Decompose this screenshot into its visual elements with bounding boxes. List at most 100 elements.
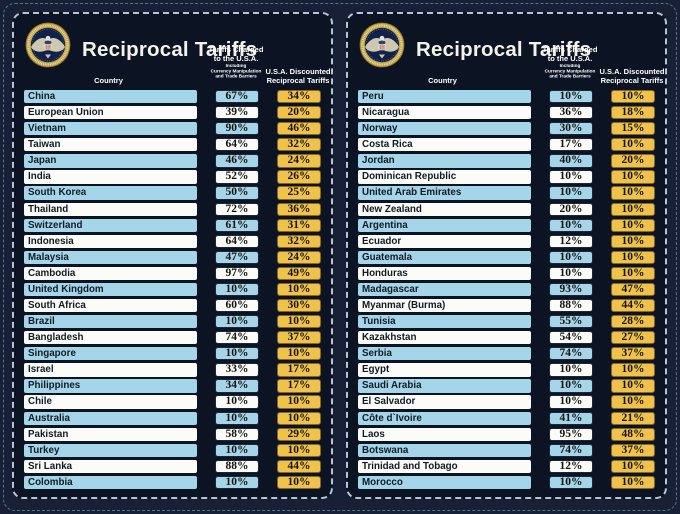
table-row: Indonesia 64% 32%: [24, 234, 325, 248]
discounted-tariff-cell: 26%: [277, 170, 321, 184]
country-cell: Myanmar (Burma): [358, 299, 531, 313]
charged-tariff-cell: 61%: [215, 218, 259, 232]
country-cell: United Arab Emirates: [358, 186, 531, 200]
discounted-tariff-cell: 20%: [277, 106, 321, 120]
charged-column-header: Tariffs Charged to the U.S.A. Including …: [186, 45, 286, 84]
country-cell: Dominican Republic: [358, 170, 531, 184]
charged-sub-line3: and Trade Barriers: [215, 74, 257, 80]
table-row: South Africa 60% 30%: [24, 299, 325, 313]
country-cell: Madagascar: [358, 282, 531, 297]
discounted-tariff-cell: 27%: [611, 331, 655, 345]
discounted-tariff-cell: 18%: [611, 106, 655, 120]
charged-tariff-cell: 10%: [215, 443, 259, 457]
table-row: Saudi Arabia 10% 10%: [358, 379, 659, 393]
discounted-tariff-cell: 30%: [277, 299, 321, 313]
charged-column-header: Tariffs Charged to the U.S.A. Including …: [520, 45, 620, 84]
charged-tariff-cell: 72%: [215, 202, 259, 216]
tariff-panel-left: Reciprocal Tariffs Country Tariffs Charg…: [12, 12, 333, 499]
charged-tariff-cell: 10%: [549, 266, 593, 281]
country-cell: Brazil: [24, 315, 197, 329]
charged-tariff-cell: 10%: [549, 218, 593, 232]
charged-header-subtext: Including Currency Manipulation and Trad…: [197, 64, 275, 80]
country-cell: China: [24, 90, 197, 104]
table-row: Malaysia 47% 24%: [24, 250, 325, 264]
panel-title: Reciprocal Tariffs: [416, 38, 592, 61]
country-cell: Ecuador: [358, 234, 531, 248]
charged-tariff-cell: 10%: [215, 395, 259, 409]
country-column-header: Country: [94, 76, 123, 85]
charged-tariff-cell: 20%: [549, 202, 593, 216]
table-row: Laos 95% 48%: [358, 427, 659, 441]
country-cell: Bangladesh: [24, 331, 197, 345]
discounted-tariff-cell: 49%: [277, 266, 321, 281]
table-row: Cambodia 97% 49%: [24, 266, 325, 281]
table-row: Guatemala 10% 10%: [358, 250, 659, 264]
country-cell: Malaysia: [24, 250, 197, 264]
country-cell: Indonesia: [24, 234, 197, 248]
table-row: Ecuador 12% 10%: [358, 234, 659, 248]
country-cell: Vietnam: [24, 122, 197, 136]
discounted-tariff-cell: 15%: [611, 122, 655, 136]
charged-tariff-cell: 74%: [215, 331, 259, 345]
charged-tariff-cell: 95%: [549, 427, 593, 441]
country-cell: Argentina: [358, 218, 531, 232]
charged-tariff-cell: 10%: [549, 395, 593, 409]
table-row: United Arab Emirates 10% 10%: [358, 186, 659, 200]
table-row: Honduras 10% 10%: [358, 266, 659, 281]
discounted-tariff-cell: 47%: [611, 282, 655, 297]
table-row: Norway 30% 15%: [358, 122, 659, 136]
discounted-header-line2: Reciprocal Tariffs: [600, 75, 664, 85]
country-cell: Jordan: [358, 154, 531, 168]
country-cell: New Zealand: [358, 202, 531, 216]
country-cell: Norway: [358, 122, 531, 136]
country-cell: Cambodia: [24, 266, 197, 281]
discounted-tariff-cell: 10%: [611, 186, 655, 200]
charged-tariff-cell: 67%: [215, 90, 259, 104]
country-cell: Pakistan: [24, 427, 197, 441]
presidential-seal-icon: [359, 22, 405, 68]
charged-tariff-cell: 10%: [215, 282, 259, 297]
charged-tariff-cell: 64%: [215, 138, 259, 152]
charged-tariff-cell: 36%: [549, 106, 593, 120]
charged-tariff-cell: 97%: [215, 266, 259, 281]
discounted-tariff-cell: 17%: [277, 363, 321, 377]
charged-tariff-cell: 41%: [549, 411, 593, 425]
table-row: Japan 46% 24%: [24, 154, 325, 168]
discounted-tariff-cell: 46%: [277, 122, 321, 136]
country-cell: European Union: [24, 106, 197, 120]
discounted-tariff-cell: 44%: [611, 299, 655, 313]
charged-tariff-cell: 74%: [549, 347, 593, 361]
table-row: Switzerland 61% 31%: [24, 218, 325, 232]
table-row: Israel 33% 17%: [24, 363, 325, 377]
table-row: Morocco 10% 10%: [358, 475, 659, 490]
discounted-tariff-cell: 24%: [277, 250, 321, 264]
charged-header-line2: to the U.S.A.: [213, 53, 259, 63]
discounted-tariff-cell: 32%: [277, 234, 321, 248]
table-row: Sri Lanka 88% 44%: [24, 459, 325, 473]
tariff-panel-right: Reciprocal Tariffs Country Tariffs Charg…: [346, 12, 667, 499]
charged-tariff-cell: 64%: [215, 234, 259, 248]
country-column-header: Country: [428, 76, 457, 85]
country-cell: Israel: [24, 363, 197, 377]
charged-tariff-cell: 10%: [215, 475, 259, 490]
charged-tariff-cell: 10%: [549, 475, 593, 490]
discounted-tariff-cell: 10%: [611, 266, 655, 281]
discounted-tariff-cell: 32%: [277, 138, 321, 152]
country-cell: Egypt: [358, 363, 531, 377]
country-cell: Guatemala: [358, 250, 531, 264]
discounted-tariff-cell: 44%: [277, 459, 321, 473]
country-cell: Serbia: [358, 347, 531, 361]
charged-tariff-cell: 10%: [215, 315, 259, 329]
discounted-tariff-cell: 10%: [611, 459, 655, 473]
table-row: Costa Rica 17% 10%: [358, 138, 659, 152]
table-row: South Korea 50% 25%: [24, 186, 325, 200]
discounted-tariff-cell: 10%: [277, 411, 321, 425]
discounted-tariff-cell: 48%: [611, 427, 655, 441]
charged-tariff-cell: 55%: [549, 315, 593, 329]
country-cell: Switzerland: [24, 218, 197, 232]
charged-tariff-cell: 10%: [549, 363, 593, 377]
country-cell: Japan: [24, 154, 197, 168]
country-cell: Tunisia: [358, 315, 531, 329]
country-cell: Kazakhstan: [358, 331, 531, 345]
charged-sub-line3: and Trade Barriers: [549, 74, 591, 80]
